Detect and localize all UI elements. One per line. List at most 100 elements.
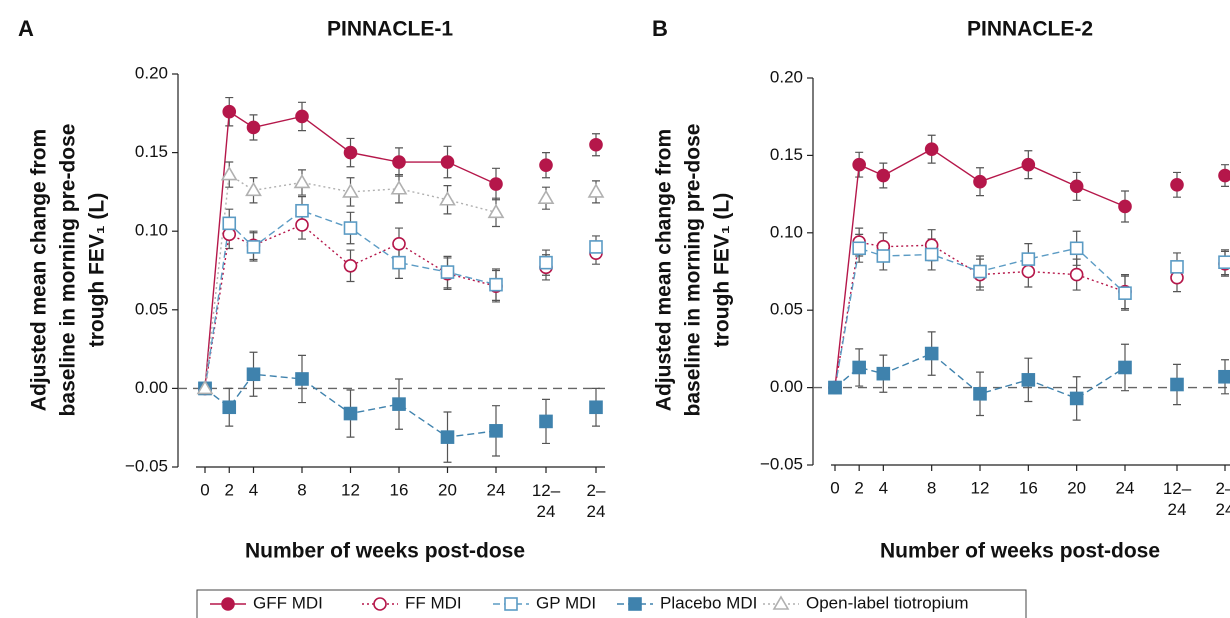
marker xyxy=(295,218,309,232)
x-tick-label: 12–24 xyxy=(531,481,561,521)
marker xyxy=(295,372,309,386)
y-tick-label: 0.00 xyxy=(135,378,168,397)
marker xyxy=(852,360,866,375)
marker xyxy=(973,264,987,279)
marker xyxy=(828,380,842,395)
marker xyxy=(222,104,237,119)
marker xyxy=(539,158,553,172)
marker xyxy=(852,157,866,172)
marker xyxy=(1021,373,1036,387)
marker xyxy=(245,181,262,197)
marker xyxy=(589,240,603,254)
marker xyxy=(343,406,358,421)
marker xyxy=(772,595,790,610)
chart-title: PINNACLE-2 xyxy=(967,18,1093,41)
marker xyxy=(390,180,408,195)
x-tick-label: 4 xyxy=(879,478,888,497)
marker xyxy=(295,203,309,218)
legend-label: GFF MDI xyxy=(253,593,323,612)
x-tick-label: 2 xyxy=(225,480,234,499)
marker xyxy=(973,174,987,189)
marker xyxy=(876,366,891,381)
marker xyxy=(246,367,261,382)
legend-label: GP MDI xyxy=(536,593,596,612)
marker xyxy=(1021,252,1036,266)
legend-label: Placebo MDI xyxy=(660,593,757,612)
x-tick-label: 0 xyxy=(200,480,209,499)
x-axis-label: Number of weeks post-dose xyxy=(245,540,525,563)
marker xyxy=(504,597,518,611)
marker xyxy=(343,145,358,160)
x-tick-label-box: 12–24 xyxy=(531,481,561,521)
x-tick-label: 24 xyxy=(487,480,506,499)
marker xyxy=(1118,286,1132,300)
marker xyxy=(489,277,503,292)
series-line xyxy=(204,209,497,389)
marker xyxy=(1218,255,1230,270)
marker xyxy=(343,258,358,273)
marker xyxy=(589,400,603,415)
marker xyxy=(589,137,603,152)
y-axis-label: Adjusted mean change from xyxy=(653,129,676,411)
x-tick-label: 24 xyxy=(1116,478,1135,497)
marker xyxy=(440,430,455,444)
marker xyxy=(1218,369,1230,384)
marker xyxy=(439,191,456,206)
marker xyxy=(220,166,238,181)
panel-label: A xyxy=(18,16,34,41)
y-tick-label: 0.20 xyxy=(135,63,168,82)
marker xyxy=(1069,179,1084,194)
marker xyxy=(196,379,214,395)
marker xyxy=(1170,377,1184,392)
marker xyxy=(392,255,406,270)
y-tick-label: 0.10 xyxy=(135,221,168,240)
marker xyxy=(628,597,642,611)
marker xyxy=(1218,168,1230,183)
x-tick-label: 2–24 xyxy=(1215,479,1230,519)
marker xyxy=(489,424,503,438)
y-axis-label: baseline in morning pre-dose xyxy=(682,124,705,417)
marker xyxy=(924,247,939,262)
marker xyxy=(222,216,237,231)
x-tick-label-box: 2–24 xyxy=(1215,479,1230,519)
x-tick-label: 0 xyxy=(830,478,839,497)
marker xyxy=(539,255,553,270)
x-tick-label: 12–24 xyxy=(1162,479,1192,519)
x-tick-label: 16 xyxy=(390,480,409,499)
marker xyxy=(392,236,406,251)
marker xyxy=(342,183,359,198)
marker xyxy=(221,597,235,611)
marker xyxy=(392,155,406,169)
marker xyxy=(295,109,309,124)
x-tick-label: 20 xyxy=(438,480,457,499)
marker xyxy=(1069,267,1084,282)
marker xyxy=(924,346,939,361)
marker xyxy=(587,183,605,198)
marker xyxy=(876,168,891,183)
legend-box xyxy=(196,589,1027,618)
legend-label: Open-label tiotropium xyxy=(806,593,969,612)
y-tick-label: 0.20 xyxy=(770,67,803,86)
marker xyxy=(343,221,358,235)
marker xyxy=(373,597,387,611)
marker xyxy=(293,173,311,189)
y-tick-label: 0.05 xyxy=(135,299,168,318)
x-tick-label: 4 xyxy=(249,480,258,499)
marker xyxy=(1170,260,1184,274)
marker xyxy=(1118,199,1132,214)
y-axis-label: trough FEV₁ (L) xyxy=(711,193,734,348)
y-tick-label: −0.05 xyxy=(125,456,168,475)
marker xyxy=(537,189,555,204)
marker xyxy=(489,177,503,191)
x-tick-label-box: 12–24 xyxy=(1162,479,1192,519)
marker xyxy=(924,142,939,157)
y-tick-label: 0.00 xyxy=(770,377,803,396)
marker xyxy=(852,241,866,256)
marker xyxy=(392,397,406,411)
marker xyxy=(973,386,987,401)
y-tick-label: 0.15 xyxy=(770,145,803,164)
marker xyxy=(222,227,237,242)
x-tick-label: 2 xyxy=(854,478,863,497)
y-axis-label: Adjusted mean change from xyxy=(28,129,51,411)
